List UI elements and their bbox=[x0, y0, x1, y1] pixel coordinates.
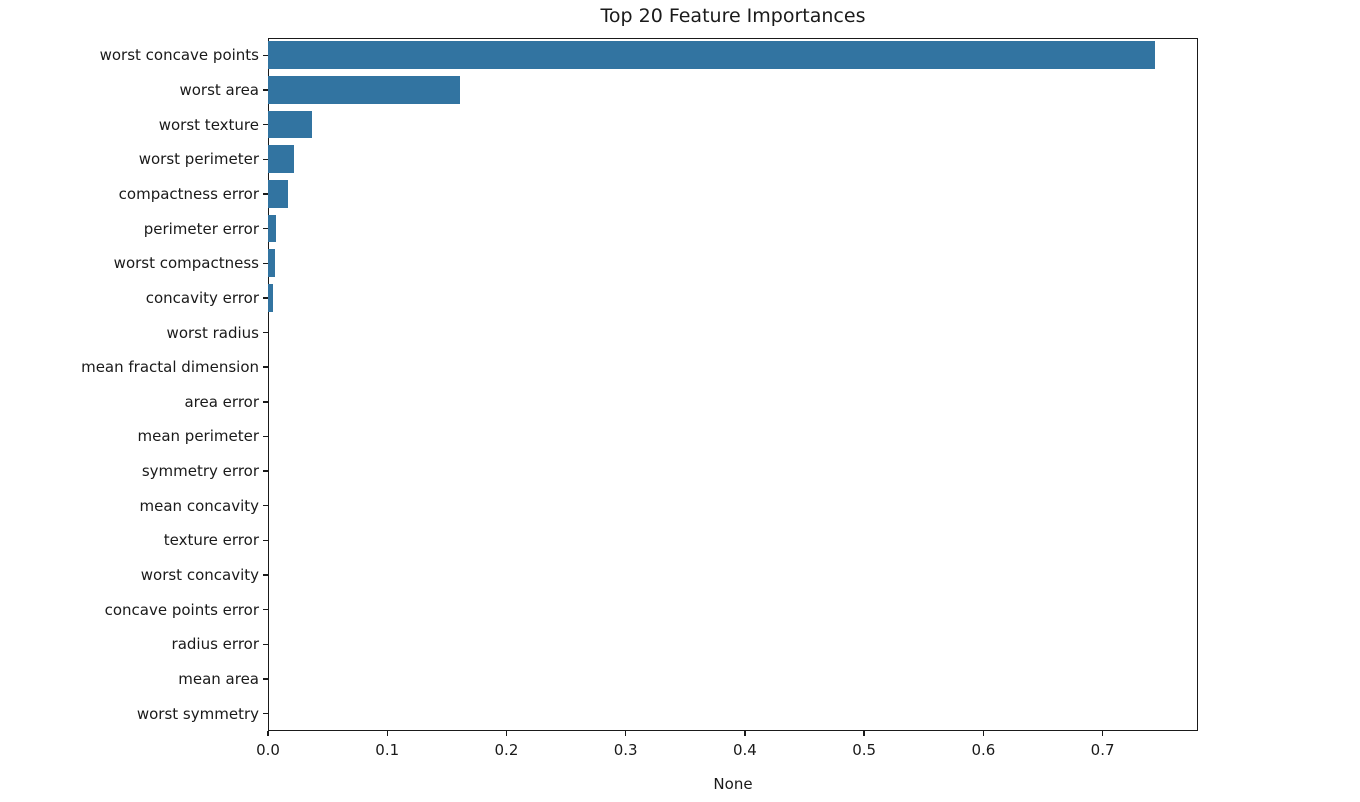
y-tick-mark bbox=[263, 54, 268, 57]
x-tick-mark bbox=[863, 731, 865, 736]
bar bbox=[268, 41, 1156, 70]
x-tick-label: 0.4 bbox=[732, 741, 757, 759]
y-tick-label: concave points error bbox=[104, 600, 259, 619]
bar bbox=[268, 110, 313, 139]
y-tick-label: mean concavity bbox=[139, 496, 259, 515]
y-tick-label: worst concave points bbox=[99, 46, 259, 65]
y-tick-label: radius error bbox=[171, 635, 259, 654]
y-tick-label: worst radius bbox=[166, 323, 259, 342]
y-tick-label: worst area bbox=[179, 80, 259, 99]
y-tick-label: worst symmetry bbox=[136, 704, 259, 723]
y-tick-mark bbox=[263, 643, 268, 646]
bar bbox=[268, 214, 277, 243]
y-tick-mark bbox=[263, 193, 268, 195]
y-tick-mark bbox=[263, 297, 268, 299]
x-tick-label: 0.3 bbox=[613, 741, 638, 759]
x-tick-mark bbox=[1101, 731, 1104, 736]
y-tick-mark bbox=[263, 227, 268, 230]
y-tick-mark bbox=[263, 609, 268, 611]
y-tick-mark bbox=[263, 158, 268, 160]
bar bbox=[268, 145, 295, 174]
x-tick-mark bbox=[982, 731, 985, 736]
x-tick-label: 0.1 bbox=[375, 741, 400, 759]
y-tick-label: mean area bbox=[178, 670, 259, 689]
y-tick-mark bbox=[263, 678, 268, 680]
y-tick-mark bbox=[263, 712, 268, 715]
y-tick-mark bbox=[263, 331, 268, 334]
y-tick-label: symmetry error bbox=[141, 462, 259, 481]
bar bbox=[268, 180, 289, 208]
x-tick-mark bbox=[505, 731, 508, 736]
y-tick-label: mean fractal dimension bbox=[81, 358, 259, 377]
y-tick-label: worst concavity bbox=[140, 566, 259, 585]
x-tick-mark bbox=[744, 731, 746, 736]
y-tick-mark bbox=[263, 505, 268, 507]
bar bbox=[268, 249, 276, 278]
y-tick-mark bbox=[263, 89, 268, 91]
bar bbox=[268, 76, 460, 104]
y-tick-mark bbox=[263, 123, 268, 126]
bar bbox=[268, 284, 273, 312]
y-tick-mark bbox=[263, 435, 268, 438]
y-tick-label: worst texture bbox=[158, 115, 259, 134]
x-tick-label: 0.6 bbox=[971, 741, 996, 759]
plot-area bbox=[268, 38, 1198, 731]
x-axis-label: None bbox=[713, 775, 753, 793]
y-tick-label: area error bbox=[184, 392, 259, 411]
y-tick-mark bbox=[263, 401, 268, 403]
y-tick-label: compactness error bbox=[118, 184, 259, 203]
y-tick-label: worst compactness bbox=[113, 254, 259, 273]
x-tick-mark bbox=[624, 731, 627, 736]
chart-title: Top 20 Feature Importances bbox=[600, 5, 866, 27]
x-tick-mark bbox=[267, 731, 269, 736]
y-tick-label: worst perimeter bbox=[138, 150, 259, 169]
y-tick-mark bbox=[263, 366, 268, 368]
x-tick-mark bbox=[386, 731, 388, 736]
y-tick-label: mean perimeter bbox=[137, 427, 259, 446]
y-tick-label: perimeter error bbox=[143, 219, 259, 238]
x-tick-label: 0.7 bbox=[1090, 741, 1115, 759]
x-tick-label: 0.5 bbox=[852, 741, 877, 759]
x-tick-label: 0.2 bbox=[494, 741, 519, 759]
y-tick-mark bbox=[263, 539, 268, 542]
y-tick-mark bbox=[263, 574, 268, 576]
y-tick-mark bbox=[263, 470, 268, 472]
x-tick-label: 0.0 bbox=[256, 741, 280, 759]
y-tick-mark bbox=[263, 262, 268, 264]
y-tick-label: concavity error bbox=[145, 288, 259, 307]
y-tick-label: texture error bbox=[163, 531, 259, 550]
